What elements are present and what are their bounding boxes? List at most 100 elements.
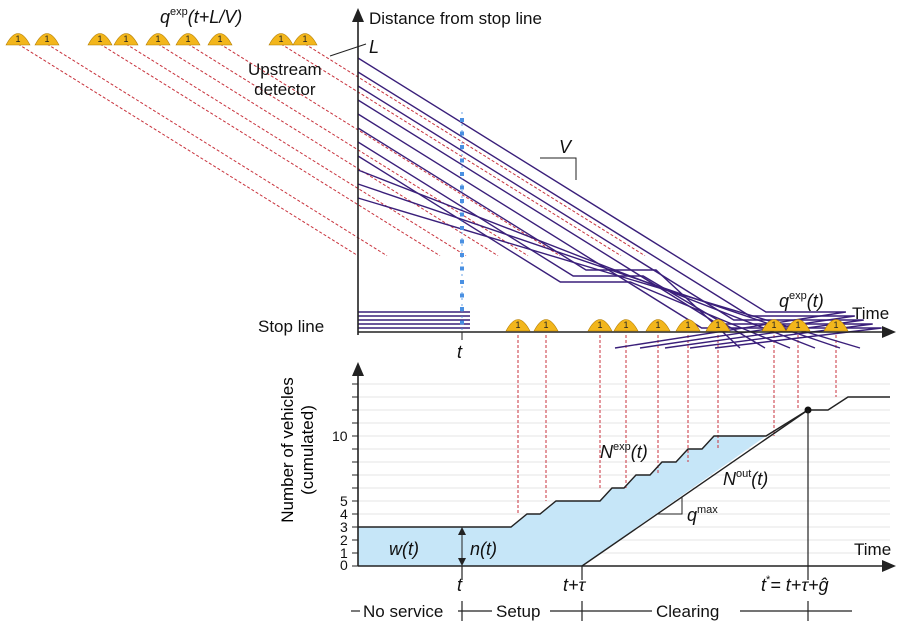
vehicle-dome [505,319,531,332]
phase-setup: Setup [496,602,541,621]
vehicle-dome [675,319,701,332]
output-curve-sup: out [736,468,752,480]
detector-mark [460,239,464,244]
vehicle-trajectory [357,141,766,349]
vehicle-icon: 1 [705,319,731,332]
vehicle-icons: 1 1 1 1 1 1 1 1 1 1 1 1 1 1 1 1 1 1 1 [5,33,849,332]
bottom-tick-t-star: t*= t+τ+ĝ [761,574,829,595]
top-x-arrow [882,326,896,338]
max-flow-slope-triangle [658,497,683,515]
upstream-detector-label: Upstream detector [248,60,322,100]
detector-mark [460,145,464,149]
top-x-axis-label: Time [852,304,890,323]
stop-line-label: Stop line [258,317,325,336]
vehicle-dome [87,33,113,46]
vehicle-dome [587,319,613,332]
vehicle-icon: 1 [675,319,701,332]
detector-mark [460,131,464,136]
vehicle-number: 1 [302,34,307,44]
vehicle-dome [113,33,139,46]
y-tick-4: 4 [340,506,348,522]
upstream-detector-line2: detector [254,80,316,99]
stopline-arrival-sup: exp [789,290,807,302]
bottom-y-arrow [352,362,364,376]
top-time-marker-t: t [457,342,463,362]
output-curve-arg: (t) [751,469,769,489]
vehicle-trajectory [357,99,873,349]
y-tick-5: 5 [340,493,348,509]
y-tick-0: 0 [340,557,348,573]
vehicle-number: 1 [833,320,838,330]
y-tick-2: 2 [340,532,348,548]
y-tick-3: 3 [340,519,348,535]
upstream-detector-line1: Upstream [248,60,322,79]
output-curve-label: Nout(t) [723,468,769,489]
vehicle-icon: 1 [34,33,60,46]
speed-slope-triangle [540,157,577,180]
stopline-arrival-arg: (t) [806,291,824,311]
max-flow-base: q [687,505,698,525]
vehicle-dome [645,319,671,332]
vehicle-dome [613,319,639,332]
vehicle-number: 1 [155,34,160,44]
vehicle-icon: 1 [823,319,849,332]
vehicle-number: 1 [597,320,602,330]
vehicle-number: 1 [97,34,102,44]
bottom-x-axis-label: Time [854,540,892,559]
vehicle-number: 1 [795,320,800,330]
vehicle-trajectory [357,169,816,349]
upstream-arrival-dash [304,43,646,257]
vehicle-icon: 1 [268,33,294,46]
upstream-arrival-rate-label: qexp(t+L/V) [160,6,243,27]
upstream-arrival-dash [125,43,467,257]
queue-length-label: n(t) [470,539,497,559]
vehicle-icon: 1 [785,319,811,332]
bottom-y-axis-label: Number of vehicles (cumulated) [278,345,318,555]
vehicle-icon: 1 [5,33,31,46]
upstream-arrival-sup: exp [170,6,188,18]
expected-curve-arg: (t) [630,442,648,462]
vehicle-icon: 1 [87,33,113,46]
detector-mark [460,293,464,298]
queue-arrow-up [458,527,466,535]
upstream-arrival-dash [219,43,561,257]
vehicle-dome [705,319,731,332]
vehicle-number: 1 [623,320,628,330]
top-y-arrow [352,8,364,22]
vehicle-number: 1 [715,320,720,330]
expected-curve-label: Nexp(t) [600,442,648,462]
vehicle-number: 1 [278,34,283,44]
vehicle-number: 1 [543,320,548,330]
stopline-arrival-rate-label: qexp(t) [779,290,824,311]
vehicle-number: 1 [185,34,190,44]
distance-leader-line [329,43,367,57]
max-flow-label: qmax [687,505,718,525]
vehicle-trajectory [357,155,791,349]
vehicle-number: 1 [217,34,222,44]
vehicle-dome [145,33,171,46]
t-star-sup: * [766,574,771,586]
output-curve [581,409,809,567]
bottom-tick-t: t [457,575,463,595]
detector-mark [460,307,464,311]
detector-mark [460,253,464,257]
vehicle-dome [533,319,559,332]
vehicle-icon: 1 [175,33,201,46]
vehicle-number: 1 [123,34,128,44]
vehicle-dome [207,33,233,46]
vehicle-icon: 1 [587,319,613,332]
vehicle-icon: 1 [113,33,139,46]
vehicle-icon: 1 [505,319,531,332]
upstream-arrival-arg: (t+L/V) [187,7,243,27]
t-star-rest: = t+τ+ĝ [770,575,829,595]
bottom-y-axis-line2: (cumulated) [298,405,317,495]
vehicle-number: 1 [44,34,49,44]
arrival-dashed-lines [17,43,837,514]
vehicle-trajectory [357,183,841,349]
upstream-arrival-dash [99,43,441,257]
vehicle-icon: 1 [613,319,639,332]
cumulative-curves [358,396,890,580]
t-star-base: t [761,575,767,595]
bottom-y-axis-line1: Number of vehicles [278,377,297,523]
